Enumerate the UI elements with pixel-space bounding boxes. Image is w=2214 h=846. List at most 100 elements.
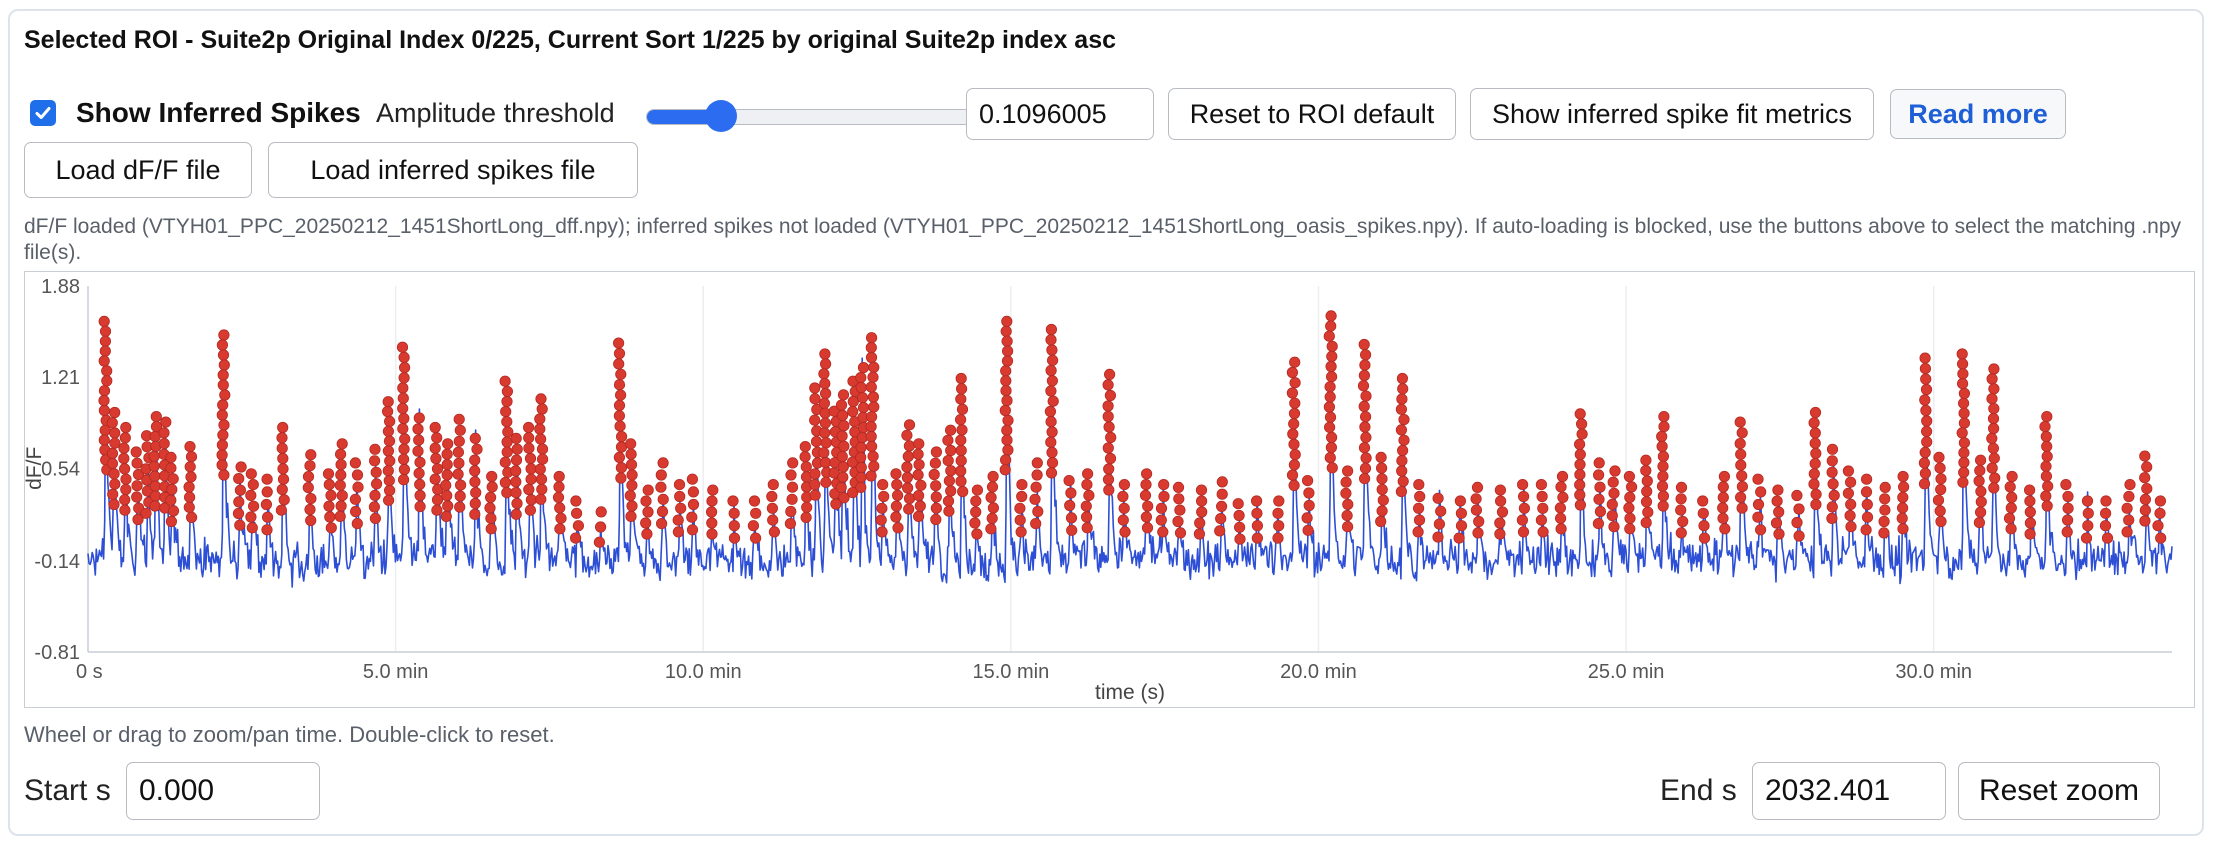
spike-marker (1535, 514, 1548, 526)
start-input[interactable]: 0.000 (126, 762, 320, 820)
spike-marker (1810, 488, 1822, 500)
spike-marker (1827, 478, 1839, 490)
spike-marker (706, 495, 718, 507)
spike-marker (325, 522, 337, 534)
spike-marker (534, 463, 546, 475)
spike-marker (1081, 479, 1093, 491)
show-spikes-checkbox[interactable] (30, 100, 56, 126)
spike-marker (1196, 495, 1208, 507)
spike-marker (523, 432, 535, 444)
spike-marker (118, 442, 130, 454)
spike-marker (245, 489, 257, 501)
trace-chart-svg[interactable]: 1.88 1.21 0.54 -0.14 -0.810 s 5.0 min 10.0 min… (25, 272, 2196, 709)
load-dff-button[interactable]: Load dF/F file (24, 142, 252, 198)
spike-marker (1172, 481, 1185, 493)
spike-marker (1675, 527, 1687, 539)
spike-marker (232, 507, 245, 520)
spike-marker (1288, 459, 1301, 471)
spike-marker (2082, 507, 2094, 519)
spike-marker (1735, 491, 1747, 503)
spike-marker (1340, 476, 1352, 488)
spike-marker (1736, 481, 1749, 493)
spike-marker (1810, 498, 1822, 511)
spike-marker (148, 450, 160, 462)
spike-marker (1594, 481, 1606, 493)
spike-marker (1031, 469, 1043, 481)
y-tick-label: 1.88 (41, 276, 80, 298)
spike-marker (1957, 368, 1969, 380)
spike-marker (1104, 389, 1117, 402)
load-spikes-button[interactable]: Load inferred spikes file (268, 142, 638, 198)
spike-marker (1919, 467, 1932, 479)
spike-marker (1975, 485, 1987, 497)
spike-marker (351, 518, 363, 530)
spike-marker (98, 395, 110, 407)
trace-chart[interactable]: 1.88 1.21 0.54 -0.14 -0.81 0 s 5.0 min 10.0 min… (24, 271, 2195, 708)
spike-marker (120, 473, 132, 485)
spike-marker (594, 521, 607, 533)
spike-marker (1808, 478, 1820, 490)
spike-marker (2101, 532, 2114, 544)
spike-marker (1594, 505, 1607, 518)
spike-marker (2062, 514, 2074, 526)
spike-marker (1897, 502, 1909, 514)
spike-marker (1359, 462, 1372, 474)
spike-marker (626, 479, 638, 491)
spike-marker (1289, 397, 1301, 409)
spike-marker (1002, 444, 1014, 456)
spike-marker (1158, 490, 1170, 503)
spike-marker (847, 487, 859, 499)
amplitude-slider[interactable] (646, 109, 972, 125)
spike-marker (999, 464, 1011, 476)
spike-marker (217, 429, 229, 441)
spike-marker (1455, 507, 1468, 519)
spike-marker (1016, 490, 1028, 503)
spike-marker (233, 496, 245, 508)
spike-marker (595, 506, 607, 518)
spike-marker (1755, 486, 1767, 498)
spike-marker (2024, 506, 2036, 518)
spike-marker (397, 453, 410, 465)
spike-marker (1921, 436, 1933, 448)
spike-marker (1736, 470, 1748, 482)
spike-marker (276, 483, 288, 496)
spike-marker (2040, 460, 2052, 472)
spike-marker (1301, 512, 1313, 524)
spike-marker (728, 532, 741, 544)
spike-marker (1718, 470, 1731, 483)
spike-marker (397, 402, 409, 414)
spike-marker (955, 455, 967, 467)
spike-marker (440, 479, 452, 491)
spike-marker (655, 469, 667, 481)
amplitude-slider-thumb[interactable] (704, 100, 737, 132)
spike-marker (640, 495, 652, 507)
spike-marker (836, 430, 848, 442)
spike-marker (369, 443, 381, 455)
spike-marker (728, 520, 740, 532)
x-tick-label: 30.0 min (1895, 661, 1972, 683)
read-more-link[interactable]: Read more (1890, 89, 2066, 139)
spike-marker (1288, 479, 1300, 491)
spike-marker (1957, 358, 1969, 370)
spike-marker (747, 520, 760, 532)
spike-marker (1066, 524, 1078, 536)
show-fit-metrics-button[interactable]: Show inferred spike fit metrics (1470, 88, 1874, 140)
spike-marker (1956, 427, 1968, 439)
spike-marker (903, 503, 915, 515)
end-input[interactable]: 2032.401 (1752, 762, 1946, 820)
spike-marker (1000, 385, 1012, 397)
spike-marker (1989, 472, 2001, 484)
spike-marker (1842, 465, 1855, 477)
reset-zoom-button[interactable]: Reset zoom (1958, 762, 2160, 820)
spike-marker (865, 430, 877, 443)
spike-marker (469, 497, 481, 510)
spike-marker (767, 514, 779, 526)
reset-roi-default-button[interactable]: Reset to ROI default (1168, 88, 1456, 140)
spike-marker (441, 469, 453, 481)
spike-marker (469, 508, 481, 520)
spike-marker (819, 417, 832, 429)
spike-marker (1157, 526, 1169, 538)
spike-marker (414, 501, 426, 513)
amplitude-value-input[interactable]: 0.1096005 (966, 88, 1154, 140)
spike-marker (820, 476, 832, 488)
